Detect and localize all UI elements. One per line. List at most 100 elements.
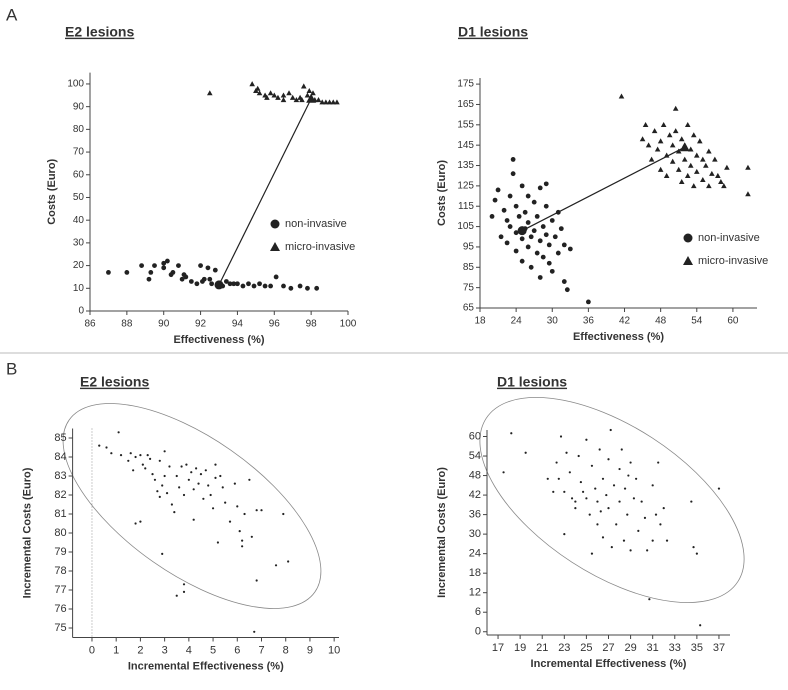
dot-point — [568, 471, 571, 474]
triangle-point — [706, 183, 712, 189]
dot-point — [175, 594, 178, 597]
y-axis-label: Costs (Euro) — [436, 160, 448, 226]
triangle-point — [679, 142, 690, 152]
dot-point — [620, 448, 623, 451]
dot-point — [180, 465, 183, 468]
dot-point — [132, 469, 135, 472]
chart-title: E2 lesions — [80, 374, 149, 390]
triangle-point — [700, 176, 706, 183]
dot-point — [590, 464, 594, 467]
x-tick-label: 6 — [234, 644, 240, 656]
circle-point — [543, 181, 549, 187]
circle-point — [504, 218, 510, 223]
circle-point — [246, 281, 251, 287]
dot-point — [502, 471, 505, 474]
x-tick-label: 2 — [137, 644, 143, 656]
y-tick-label: 78 — [54, 565, 66, 577]
dot-point — [690, 500, 693, 503]
circle-point — [564, 287, 570, 293]
y-tick-label: 100 — [67, 79, 84, 90]
dot-point — [607, 506, 610, 510]
dot-point — [565, 451, 568, 454]
y-tick-label: 6 — [475, 606, 481, 618]
dot-point — [574, 500, 577, 503]
y-tick-label: 40 — [73, 215, 85, 226]
dot-point — [182, 493, 186, 497]
circle-point — [534, 250, 540, 256]
dot-point — [643, 516, 647, 519]
circle-point — [148, 270, 154, 275]
dot-point — [632, 497, 636, 500]
triangle-point — [286, 90, 292, 96]
circle-point — [207, 276, 213, 282]
dot-point — [626, 513, 629, 516]
dot-point — [695, 552, 698, 555]
dot-point — [699, 624, 702, 627]
y-tick-label: 115 — [458, 201, 474, 212]
x-tick-label: 54 — [691, 316, 703, 327]
dot-point — [640, 500, 643, 503]
dot-point — [219, 474, 222, 478]
triangle-point — [678, 179, 685, 185]
dot-point — [618, 500, 621, 503]
x-tick-label: 30 — [547, 316, 559, 327]
y-tick-label: 18 — [469, 567, 481, 579]
circle-point — [152, 263, 157, 268]
legend-label: micro-invasive — [698, 255, 768, 267]
dot-point — [651, 539, 654, 542]
circle-point — [501, 207, 507, 213]
dot-point — [146, 454, 149, 457]
dot-point — [127, 459, 130, 462]
triangle-point — [715, 172, 721, 178]
circle-point — [543, 232, 549, 238]
x-tick-label: 23 — [558, 642, 570, 654]
dot-point — [211, 507, 215, 510]
x-tick-label: 0 — [89, 644, 95, 656]
triangle-point — [275, 94, 281, 100]
circle-point — [205, 265, 211, 271]
triangle-point — [709, 170, 715, 176]
y-tick-label: 0 — [78, 306, 84, 317]
y-tick-label: 165 — [457, 99, 474, 110]
triangle-point — [280, 92, 287, 98]
dot-point — [510, 432, 513, 435]
circle-point — [314, 285, 320, 291]
y-tick-label: 20 — [73, 260, 85, 271]
circle-point — [540, 254, 546, 260]
x-tick-label: 37 — [713, 642, 725, 654]
dot-point — [233, 482, 236, 485]
circle-point — [537, 185, 543, 191]
dot-point — [170, 503, 173, 506]
x-tick-label: 94 — [232, 319, 244, 330]
x-tick-label: 5 — [210, 644, 216, 656]
x-tick-label: 98 — [306, 319, 318, 330]
dot-point — [557, 477, 560, 480]
circle-point — [176, 263, 181, 268]
chart-title: D1 lesions — [458, 24, 528, 40]
dot-point — [601, 477, 605, 480]
y-tick-label: 85 — [463, 262, 475, 273]
triangle-point — [690, 132, 697, 138]
dot-point — [129, 452, 132, 455]
dot-point — [163, 450, 166, 453]
y-tick-label: 36 — [469, 509, 481, 521]
dot-point — [185, 463, 188, 466]
x-tick-label: 18 — [474, 316, 486, 327]
circle-point — [273, 274, 279, 280]
dot-point — [163, 474, 166, 478]
dot-point — [605, 493, 608, 497]
x-tick-label: 25 — [580, 642, 592, 654]
x-tick-label: 35 — [691, 642, 703, 654]
dot-point — [207, 484, 210, 487]
dot-point — [110, 452, 113, 455]
circle-point — [585, 299, 591, 305]
x-tick-label: 19 — [514, 642, 526, 654]
circle-point — [124, 270, 130, 275]
x-tick-label: 90 — [158, 319, 170, 330]
dot-point — [199, 473, 203, 476]
circle-point — [552, 234, 558, 240]
circle-point — [268, 283, 273, 289]
x-tick-label: 27 — [602, 642, 614, 654]
dot-point — [241, 545, 244, 548]
